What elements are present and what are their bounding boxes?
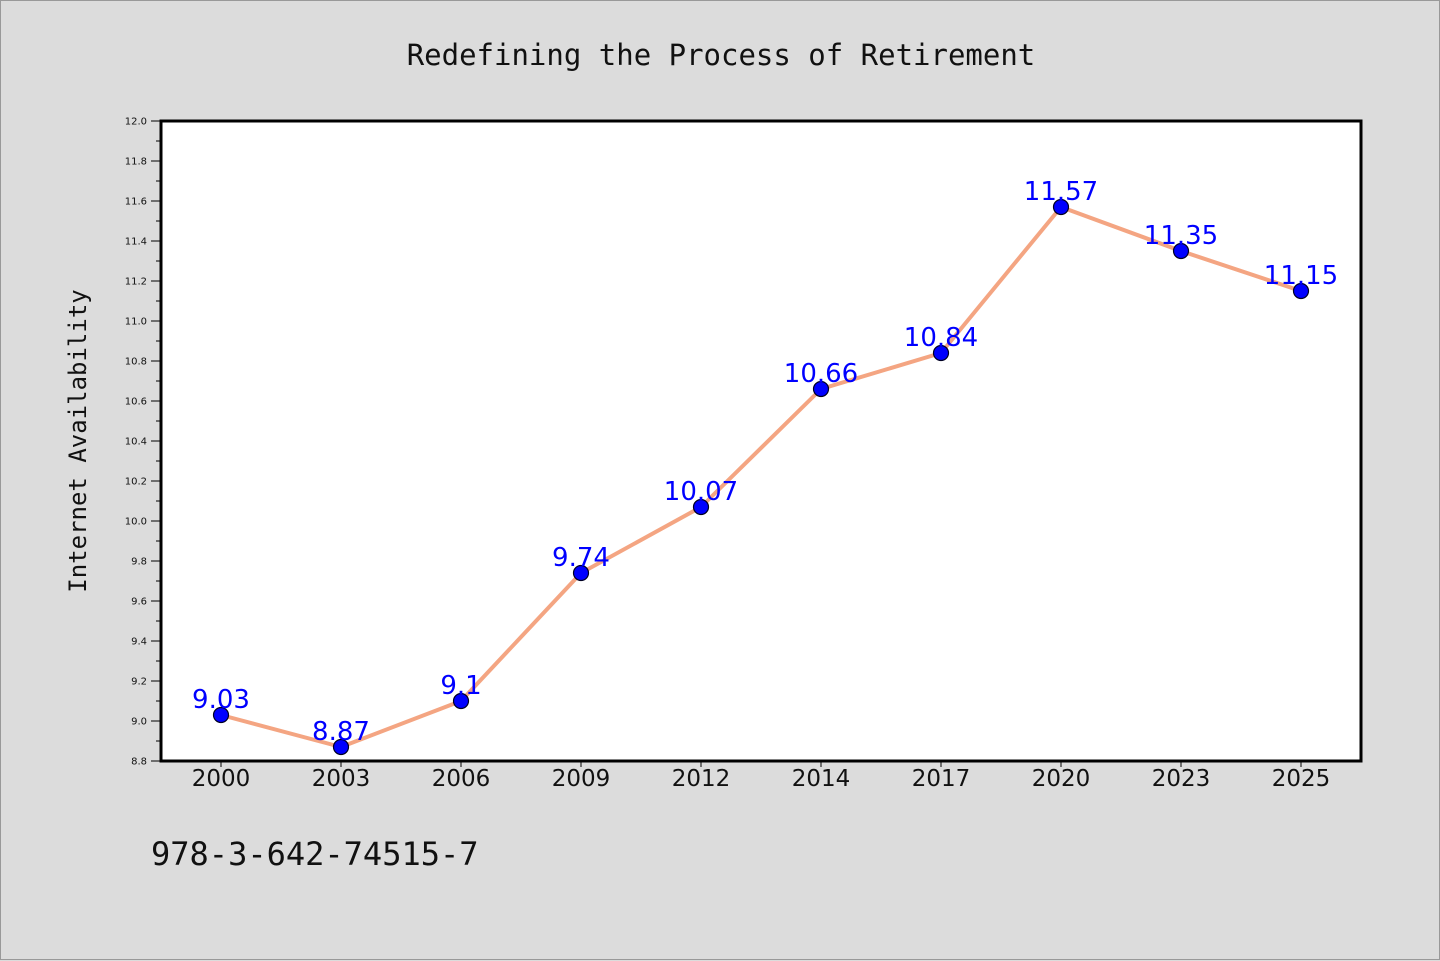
y-tick-label: 10.0 [125,517,147,528]
y-tick-label: 10.6 [125,397,147,408]
y-tick-label: 10.4 [125,437,147,448]
footnote-isbn: 978-3-642-74515-7 [151,835,479,873]
data-point [572,564,590,582]
y-tick-label: 10.8 [125,357,147,368]
data-label: 9.74 [552,543,610,573]
chart-title: Redefining the Process of Retirement [407,38,1036,72]
x-tick-label: 2014 [792,766,851,792]
data-point [1052,198,1070,216]
x-tick-label: 2000 [192,766,251,792]
x-tick-label: 2012 [672,766,731,792]
data-label: 9.1 [440,671,481,701]
data-label: 10.07 [664,477,738,507]
data-point [452,692,470,710]
y-tick-label: 9.4 [131,637,147,648]
y-axis: 8.8 9.0 9.2 9.4 9.6 9.8 10.0 10.2 10.4 10.6 10.8 11… [125,117,161,768]
y-tick-label: 11.4 [125,237,147,248]
x-tick-label: 2003 [312,766,371,792]
x-tick-label: 2023 [1152,766,1211,792]
series-line [219,205,1303,749]
data-point [692,498,710,516]
x-axis: 2000 2003 2006 2009 2012 2014 2017 2020 2023 2025 [192,761,1331,792]
data-point [812,380,830,398]
data-point [932,344,950,362]
y-tick-label: 11.0 [125,317,147,328]
x-tick-label: 2020 [1032,766,1091,792]
x-tick-label: 2025 [1272,766,1331,792]
data-label: 11.35 [1144,221,1218,251]
data-point [212,706,230,724]
data-label: 11.15 [1264,261,1338,291]
data-point [332,738,350,756]
x-tick-label: 2009 [552,766,611,792]
y-tick-label: 11.2 [125,277,147,288]
data-point [1172,242,1190,260]
y-tick-label: 9.2 [131,677,147,688]
y-tick-label: 9.6 [131,597,147,608]
y-axis-label: Internet Availability [64,289,92,592]
data-label: 8.87 [312,717,370,747]
data-point [1292,282,1310,300]
x-tick-label: 2006 [432,766,491,792]
y-tick-label: 12.0 [125,117,147,128]
data-label: 11.57 [1024,177,1098,207]
plot-area [159,119,1363,763]
y-tick-label: 11.8 [125,157,147,168]
y-tick-label: 9.8 [131,557,147,568]
data-label: 10.66 [784,359,858,389]
y-tick-label: 10.2 [125,477,147,488]
x-tick-label: 2017 [912,766,971,792]
y-tick-label: 8.8 [131,757,147,768]
data-label: 9.03 [192,685,250,715]
y-tick-label: 9.0 [131,717,147,728]
y-tick-label: 11.6 [125,197,147,208]
series-group: 9.03 8.87 9.1 9.74 10.07 10.66 10.84 11.57 11.35… [192,177,1338,756]
data-label: 10.84 [904,323,978,353]
